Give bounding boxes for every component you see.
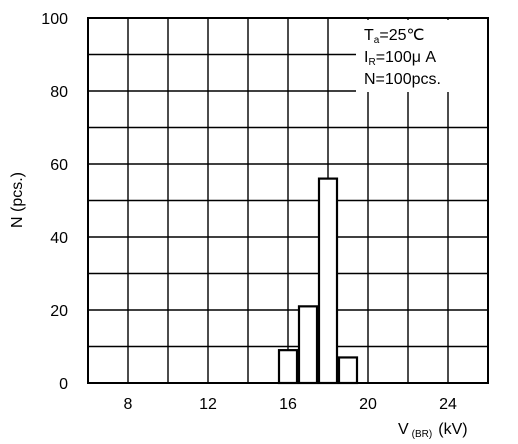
x-tick-label: 24 xyxy=(439,396,457,413)
annotation-box: Ta=25℃ IR=100μ A N=100pcs. xyxy=(356,20,488,92)
annotation-temperature: Ta=25℃ xyxy=(364,27,424,46)
histogram-bar xyxy=(337,356,359,385)
y-tick-label: 40 xyxy=(50,230,68,247)
histogram-bar xyxy=(297,305,319,385)
x-tick-label: 16 xyxy=(279,396,297,413)
y-tick-labels: 0 20 40 60 80 100 xyxy=(41,11,68,393)
x-tick-labels: 8 12 16 20 24 xyxy=(124,396,457,413)
x-tick-label: 8 xyxy=(124,396,133,413)
y-tick-label: 20 xyxy=(50,303,68,320)
x-tick-label: 12 xyxy=(199,396,217,413)
histogram-bar xyxy=(317,177,339,385)
annotation-sample-size: N=100pcs. xyxy=(364,71,441,88)
bar-group xyxy=(277,177,359,385)
y-tick-label: 100 xyxy=(41,11,68,28)
histogram-bar xyxy=(277,349,299,385)
x-tick-label: 20 xyxy=(359,396,377,413)
annotation-current: IR=100μ A xyxy=(364,49,436,68)
y-axis-label: N (pcs.) xyxy=(9,172,26,228)
plot-frame xyxy=(87,17,489,384)
x-axis-label: V (BR) (kV) xyxy=(398,421,468,440)
y-tick-label: 0 xyxy=(59,376,68,393)
y-tick-label: 60 xyxy=(50,157,68,174)
y-tick-label: 80 xyxy=(50,84,68,101)
annotation-background xyxy=(356,20,488,92)
grid-lines xyxy=(88,18,488,383)
